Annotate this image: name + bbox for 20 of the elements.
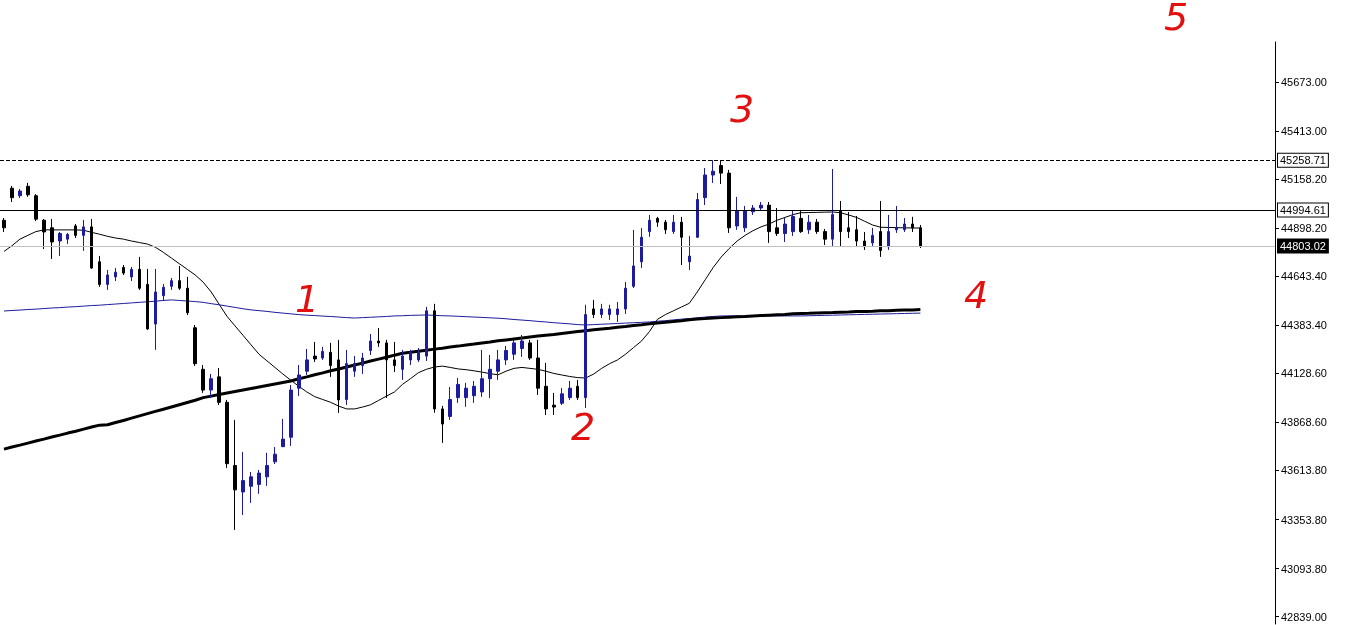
y-tick-label: 45158.20 [1281, 173, 1327, 186]
ref-line-label: 45258.71 [1280, 154, 1326, 167]
text: 4 [964, 273, 989, 317]
y-tick-label: 43613.80 [1281, 464, 1327, 477]
y-tick-label: 43093.80 [1281, 562, 1327, 575]
y-tick-label: 45413.00 [1281, 125, 1327, 138]
y-tick-label: 42839.00 [1281, 610, 1327, 623]
y-tick-label: 44383.40 [1281, 319, 1327, 332]
y-tick-label: 45673.00 [1281, 75, 1327, 88]
annotation: 3 [730, 87, 755, 131]
y-tick-label: 44128.60 [1281, 367, 1327, 380]
annotation: 1 [295, 277, 320, 321]
text: 5 [1164, 0, 1189, 39]
y-tick-label: 43353.80 [1281, 513, 1327, 526]
y-tick-label: 44643.40 [1281, 270, 1327, 283]
annotation: 2 [571, 405, 596, 449]
ref-line-label: 44803.02 [1280, 240, 1326, 253]
y-tick-label: 43868.60 [1281, 416, 1327, 429]
ref-line-label: 44994.61 [1280, 203, 1326, 216]
y-tick-label: 44898.20 [1281, 222, 1327, 235]
